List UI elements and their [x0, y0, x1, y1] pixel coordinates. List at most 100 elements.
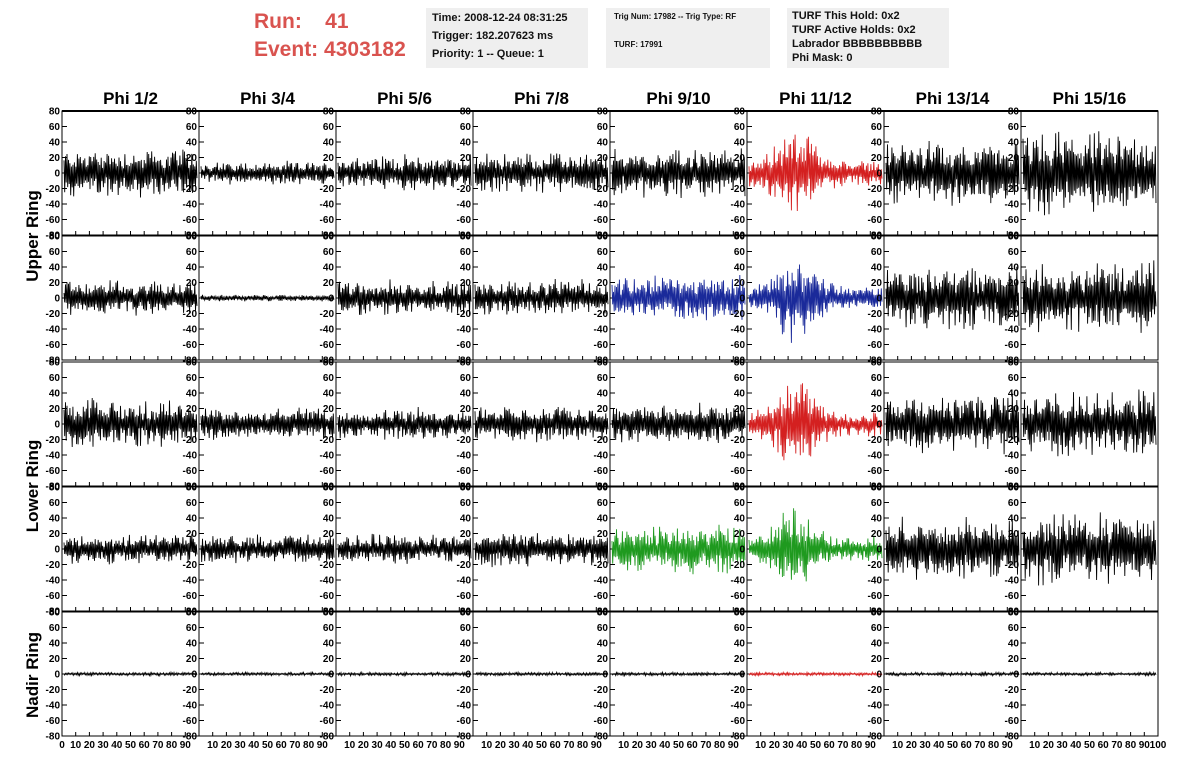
y-tick-label: -20 — [868, 184, 883, 195]
y-tick-label: -40 — [868, 200, 883, 211]
y-tick-label: -80 — [457, 356, 472, 367]
y-tick-label: -20 — [183, 685, 198, 696]
y-tick-label: -60 — [46, 340, 61, 351]
y-tick-label: 0 — [191, 670, 197, 681]
y-tick-label: 0 — [465, 670, 471, 681]
y-tick-label: -20 — [868, 309, 883, 320]
x-tick-label: 70 — [974, 740, 986, 751]
y-tick-label: 80 — [871, 358, 883, 369]
y-tick-label: -40 — [320, 451, 335, 462]
y-tick-label: 0 — [54, 670, 60, 681]
waveform-trace — [611, 670, 746, 678]
y-tick-label: 20 — [871, 529, 883, 540]
x-tick-label: 40 — [796, 740, 808, 751]
panel-r2-c6: 80 60 40 20 0 -20 -40 -60 -80 — [731, 232, 885, 367]
y-tick-label: -40 — [868, 325, 883, 336]
x-tick-label: 90 — [591, 740, 603, 751]
y-tick-label: 80 — [186, 483, 198, 494]
x-tick-label: 70 — [700, 740, 712, 751]
y-tick-label: -40 — [731, 451, 746, 462]
x-tick-label: 80 — [303, 740, 315, 751]
x-tick-label: 40 — [248, 740, 260, 751]
y-tick-label: -20 — [1005, 309, 1020, 320]
y-tick-label: 0 — [1013, 545, 1019, 556]
y-tick-label: 60 — [186, 498, 198, 509]
y-tick-label: -20 — [320, 435, 335, 446]
y-tick-label: -60 — [183, 716, 198, 727]
panel-r3-c5: 80 60 40 20 0 -20 -40 -60 -80 — [594, 358, 748, 493]
y-tick-label: 60 — [1008, 373, 1020, 384]
row-label-1: Upper Ring — [23, 190, 42, 282]
y-tick-label: 40 — [323, 138, 335, 149]
y-tick-label: -60 — [457, 466, 472, 477]
x-tick-label: 20 — [906, 740, 918, 751]
y-tick-label: -20 — [1005, 685, 1020, 696]
y-tick-label: 20 — [186, 529, 198, 540]
y-tick-label: -40 — [320, 325, 335, 336]
y-tick-label: 0 — [602, 420, 608, 431]
y-tick-label: 60 — [49, 623, 61, 634]
panel-r5-c5: 80 60 40 20 0 -20 -40 -60 -80 — [594, 608, 748, 743]
panel-r5-c3: 80 60 40 20 0 -20 -40 -60 -80 — [320, 608, 474, 743]
y-tick-label: 80 — [597, 107, 609, 118]
y-tick-label: -60 — [1005, 466, 1020, 477]
y-tick-label: 80 — [734, 232, 746, 243]
y-tick-label: 0 — [465, 420, 471, 431]
y-tick-label: 60 — [734, 498, 746, 509]
x-tick-label: 30 — [98, 740, 110, 751]
y-tick-label: -20 — [457, 435, 472, 446]
y-tick-label: 80 — [460, 358, 472, 369]
y-tick-label: -40 — [594, 325, 609, 336]
x-tick-label: 70 — [1111, 740, 1123, 751]
y-tick-label: 0 — [1013, 169, 1019, 180]
y-tick-label: -60 — [731, 591, 746, 602]
waveform-trace — [748, 670, 883, 678]
x-tick-label: 80 — [577, 740, 589, 751]
y-tick-label: 80 — [323, 358, 335, 369]
y-tick-label: -40 — [594, 576, 609, 587]
y-tick-label: 20 — [460, 153, 472, 164]
y-tick-label: -80 — [46, 482, 61, 493]
y-tick-label: -60 — [594, 591, 609, 602]
y-tick-label: 40 — [734, 389, 746, 400]
waveform-trace — [611, 148, 746, 199]
y-tick-label: 0 — [328, 420, 334, 431]
x-tick-label: 30 — [646, 740, 658, 751]
x-tick-label: 20 — [632, 740, 644, 751]
x-tick-label: 50 — [125, 740, 137, 751]
y-tick-label: 40 — [597, 263, 609, 274]
y-tick-label: -40 — [320, 200, 335, 211]
y-tick-label: 20 — [871, 654, 883, 665]
run-label-text: Run: — [254, 10, 302, 33]
y-tick-label: -20 — [1005, 560, 1020, 571]
y-tick-label: 80 — [734, 608, 746, 619]
y-tick-label: 60 — [323, 122, 335, 133]
x-tick-label: 70 — [152, 740, 164, 751]
waveform-trace — [63, 280, 198, 316]
y-tick-label: -80 — [46, 607, 61, 618]
labrador-text: Labrador BBBBBBBBBB — [792, 38, 923, 50]
panel-r5-c4: 80 60 40 20 0 -20 -40 -60 -80 — [457, 608, 611, 743]
x-tick-label: 0 — [59, 740, 65, 751]
y-tick-label: -20 — [457, 309, 472, 320]
y-tick-label: 60 — [1008, 247, 1020, 258]
y-tick-label: 60 — [49, 498, 61, 509]
x-tick-label: 30 — [920, 740, 932, 751]
y-tick-label: 0 — [602, 670, 608, 681]
y-tick-label: 20 — [871, 404, 883, 415]
y-tick-label: 20 — [734, 654, 746, 665]
y-tick-label: -60 — [320, 591, 335, 602]
trigger-text: Trigger: 182.207623 ms — [432, 30, 554, 42]
y-tick-label: -60 — [731, 215, 746, 226]
y-tick-label: 0 — [876, 294, 882, 305]
y-tick-label: -60 — [731, 340, 746, 351]
y-tick-label: -20 — [320, 184, 335, 195]
y-tick-label: 60 — [597, 373, 609, 384]
y-tick-label: 0 — [465, 294, 471, 305]
y-tick-label: 60 — [1008, 498, 1020, 509]
y-tick-label: 60 — [871, 623, 883, 634]
y-tick-label: 0 — [1013, 670, 1019, 681]
y-tick-label: 80 — [1008, 107, 1020, 118]
